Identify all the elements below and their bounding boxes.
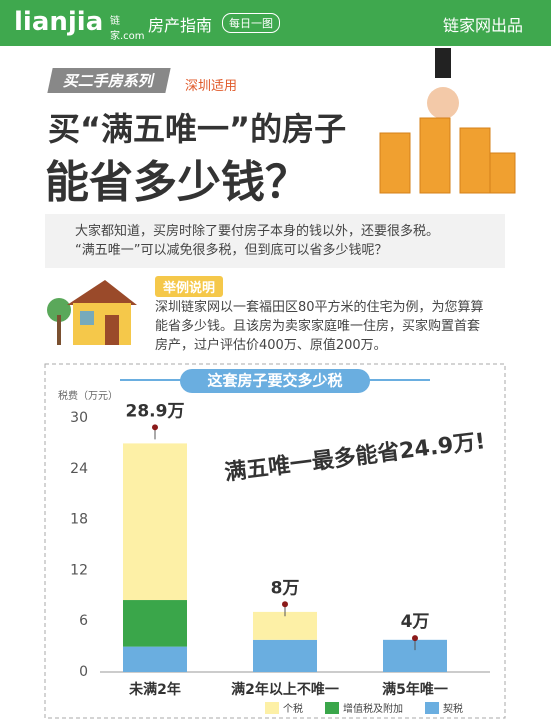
example-text: 能省多少钱。且该房为卖家家庭唯一住房，买家购置首套 — [155, 319, 481, 334]
logo-sub: 链家.com — [110, 16, 145, 42]
legend-label: 个税 — [283, 702, 303, 715]
example-text-block: 深圳链家网以一套福田区80平方米的住宅为例，为您算算 能省多少钱。且该房为卖家家… — [155, 298, 525, 355]
legend-label: 契税 — [443, 702, 463, 715]
coins-illustration — [379, 48, 516, 194]
total-label: 4万 — [401, 612, 430, 632]
bar-segment — [253, 639, 317, 672]
chart-title: 这套房子要交多少税 — [207, 372, 342, 390]
y-tick-label: 18 — [70, 512, 88, 528]
y-tick-label: 24 — [70, 461, 88, 477]
total-label: 28.9万 — [126, 401, 185, 421]
logo: lianjia — [14, 7, 104, 37]
badge: 每日一图 — [222, 13, 280, 33]
x-tick-label: 未满2年 — [129, 681, 181, 698]
brand: 链家网出品 — [443, 16, 524, 35]
annotation: 满五唯一最多能省24.9万! — [223, 428, 487, 486]
total-marker — [282, 601, 288, 608]
example-text: 深圳链家网以一套福田区80平方米的住宅为例，为您算算 — [155, 300, 484, 315]
y-tick-label: 6 — [79, 613, 88, 629]
bar-segment — [123, 646, 187, 672]
legend-swatch — [325, 702, 339, 714]
y-tick-label: 12 — [70, 562, 88, 578]
intro-text: 大家都知道，买房时除了要付房子本身的钱以外，还要很多税。 — [75, 224, 440, 239]
y-tick-label: 0 — [79, 664, 88, 680]
legend-label: 增值税及附加 — [343, 702, 403, 715]
section: 房产指南 — [148, 16, 213, 35]
intro-text: “满五唯一”可以减免很多税，但到底可以省多少钱呢？ — [75, 243, 388, 258]
example-tag: 举例说明 — [155, 276, 224, 297]
x-tick-label: 满2年以上不唯一 — [231, 681, 339, 698]
title-line2: 能省多少钱？ — [45, 157, 309, 208]
y-axis-label: 税费（万元） — [58, 389, 118, 402]
title-line1: 买“满五唯一”的房子 — [48, 110, 347, 148]
bar-segment — [123, 600, 187, 647]
bar-segment — [253, 611, 317, 640]
house-illustration — [47, 280, 137, 345]
intro-box: 大家都知道，买房时除了要付房子本身的钱以外，还要很多税。 “满五唯一”可以减免很… — [45, 214, 505, 268]
legend-swatch — [425, 702, 439, 714]
total-marker — [412, 635, 418, 642]
example-text: 房产，过户评估价400万、原值200万。 — [155, 338, 387, 353]
legend-swatch — [265, 702, 279, 714]
x-tick-label: 满5年唯一 — [382, 681, 448, 698]
y-tick-label: 30 — [70, 410, 88, 426]
header: lianjia 链家.com 房产指南 每日一图 链家网出品 — [0, 0, 551, 46]
total-label: 8万 — [271, 578, 300, 598]
bar-segment — [123, 443, 187, 601]
region: 深圳适用 — [185, 79, 238, 94]
total-marker — [152, 424, 158, 431]
